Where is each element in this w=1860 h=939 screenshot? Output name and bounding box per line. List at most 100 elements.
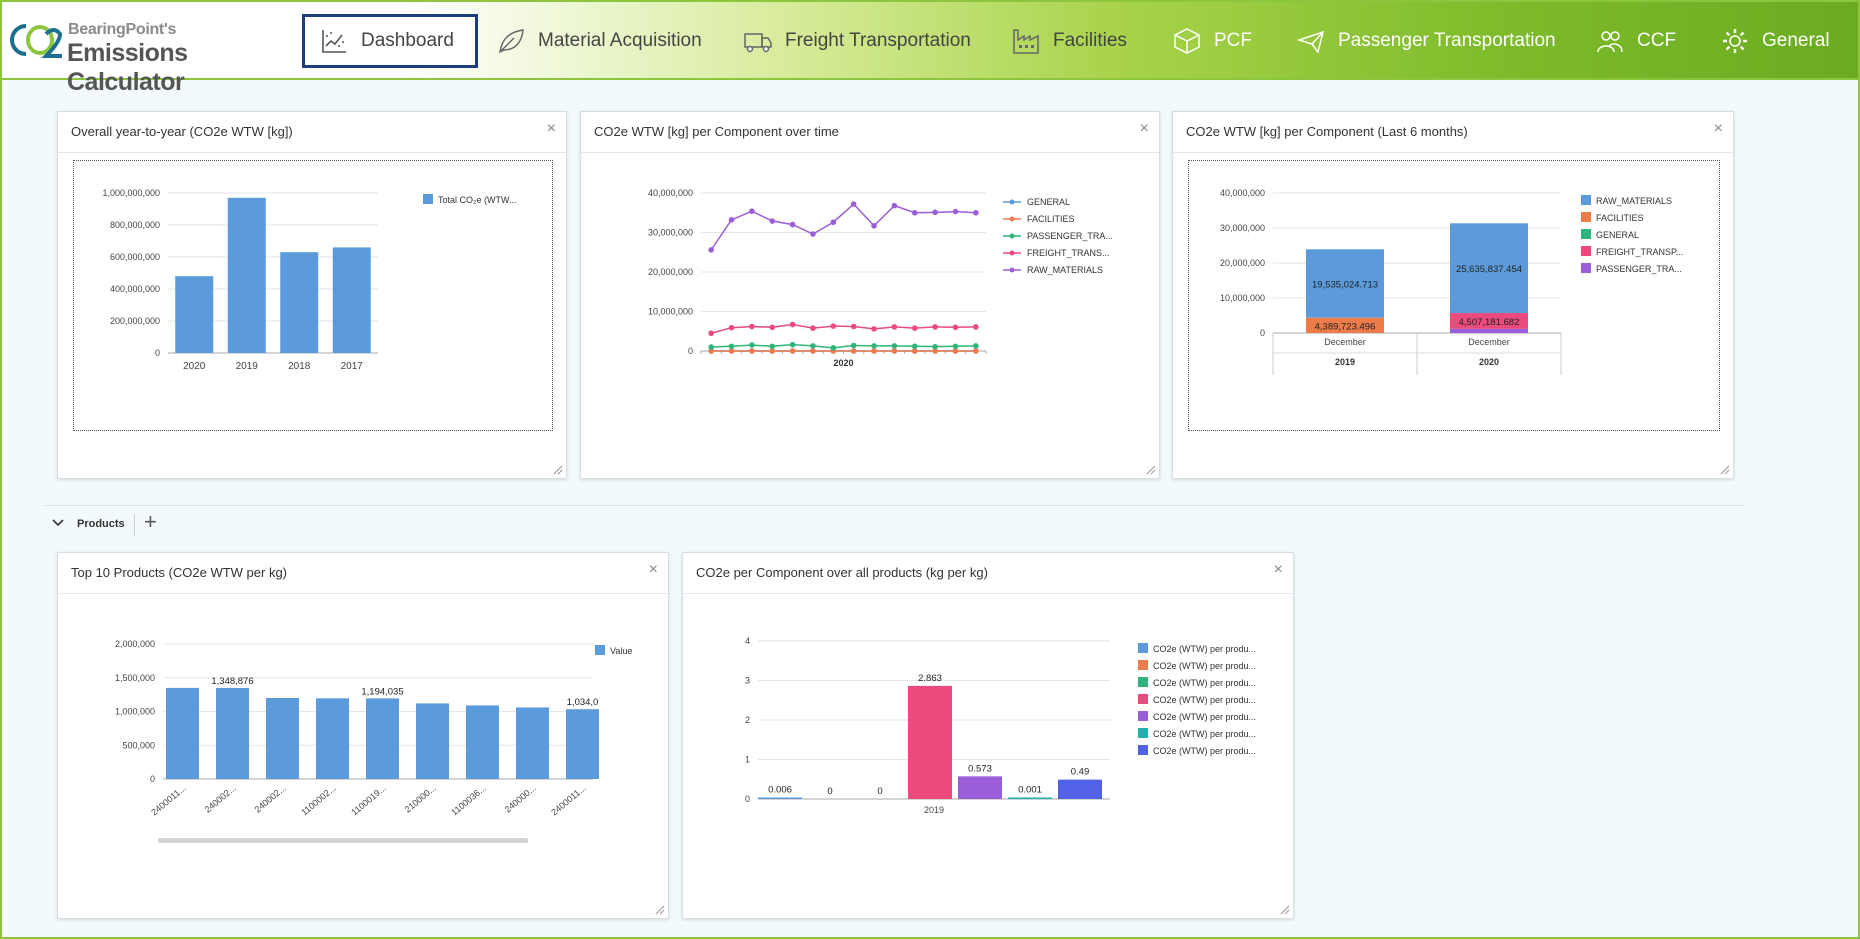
- y-tick-label: 40,000,000: [648, 188, 693, 198]
- data-point: [708, 348, 714, 354]
- nav-tab-ccf[interactable]: CCF: [1595, 14, 1676, 68]
- resize-handle-icon[interactable]: [1278, 903, 1290, 915]
- divider: [134, 514, 135, 536]
- data-point: [708, 344, 714, 350]
- chevron-down-icon[interactable]: [51, 516, 65, 530]
- legend-marker: [1009, 267, 1015, 273]
- card-title: Overall year-to-year (CO2e WTW [kg]): [71, 124, 293, 139]
- data-point: [769, 218, 776, 224]
- close-icon[interactable]: ×: [1713, 120, 1723, 137]
- legend-label: GENERAL: [1027, 197, 1070, 207]
- nav-tab-freight-transportation[interactable]: Freight Transportation: [743, 14, 971, 68]
- data-label: 0.001: [1018, 785, 1042, 796]
- nav-tab-dashboard[interactable]: Dashboard: [302, 14, 478, 68]
- data-point: [728, 217, 735, 223]
- legend-swatch: [1581, 195, 1591, 205]
- nav-tab-pcf[interactable]: PCF: [1172, 14, 1252, 68]
- y-tick-label: 2: [745, 715, 750, 725]
- card-title: CO2e WTW [kg] per Component (Last 6 mont…: [1186, 124, 1468, 139]
- data-point: [952, 324, 959, 331]
- data-point: [810, 348, 816, 354]
- bar: [908, 685, 952, 799]
- data-label: 1,194,035: [361, 686, 403, 697]
- bar: [227, 197, 266, 353]
- data-point: [830, 323, 837, 329]
- data-point: [891, 348, 898, 354]
- data-label: 1,034,0: [567, 697, 599, 708]
- legend-label: CO2e (WTW) per produ...: [1153, 712, 1256, 722]
- x-tick-label: 240000...: [503, 783, 538, 815]
- x-tick-label: 210000...: [403, 783, 438, 815]
- resize-handle-icon[interactable]: [1718, 463, 1730, 475]
- data-point: [769, 324, 776, 331]
- legend-label: FACILITIES: [1596, 213, 1644, 223]
- legend-label: PASSENGER_TRA...: [1596, 264, 1682, 274]
- close-icon[interactable]: ×: [546, 120, 556, 137]
- data-point: [973, 343, 979, 349]
- data-point: [749, 208, 755, 214]
- bar: [516, 707, 549, 779]
- card-top-10-products: Top 10 Products (CO2e WTW per kg) × 0 500…: [57, 552, 669, 919]
- divider: [581, 152, 1159, 153]
- data-point: [932, 348, 938, 354]
- y-tick-label: 0: [1260, 328, 1265, 338]
- close-icon[interactable]: ×: [1139, 120, 1149, 137]
- nav-tab-passenger-transportation[interactable]: Passenger Transportation: [1296, 14, 1556, 68]
- app-logo[interactable]: BearingPoint's Emissions Calculator: [2, 12, 282, 96]
- close-icon[interactable]: ×: [1273, 561, 1283, 578]
- y-tick-label: 10,000,000: [1220, 293, 1265, 303]
- data-point: [911, 209, 918, 216]
- resize-handle-icon[interactable]: [1144, 463, 1156, 475]
- data-point: [871, 222, 877, 229]
- legend-swatch: [1581, 246, 1591, 256]
- nav-tab-facilities[interactable]: Facilities: [1011, 14, 1127, 68]
- legend-swatch: [1138, 660, 1148, 670]
- divider: [58, 152, 566, 153]
- resize-handle-icon[interactable]: [551, 463, 563, 475]
- data-point: [789, 221, 796, 228]
- x-group-label: 2020: [1479, 357, 1499, 367]
- nav-tab-general[interactable]: General: [1720, 14, 1830, 68]
- legend-label: Value: [610, 646, 632, 656]
- y-tick-label: 1,500,000: [115, 673, 155, 683]
- y-tick-label: 600,000,000: [110, 252, 160, 262]
- data-point: [810, 231, 816, 237]
- data-point: [749, 348, 755, 354]
- y-tick-label: 20,000,000: [1220, 258, 1265, 268]
- bar: [416, 703, 449, 779]
- legend-swatch: [1138, 643, 1148, 653]
- y-tick-label: 500,000: [122, 740, 155, 750]
- legend-label: GENERAL: [1596, 230, 1639, 240]
- legend-label: CO2e (WTW) per produ...: [1153, 644, 1256, 654]
- nav-tab-material-acquisition[interactable]: Material Acquisition: [496, 14, 702, 68]
- card-title: CO2e per Component over all products (kg…: [696, 565, 988, 580]
- data-label: 1,348,876: [211, 676, 253, 687]
- legend-label: RAW_MATERIALS: [1027, 265, 1103, 275]
- card-component-last-6-months: CO2e WTW [kg] per Component (Last 6 mont…: [1172, 111, 1734, 479]
- data-point: [973, 348, 979, 354]
- close-icon[interactable]: ×: [648, 561, 658, 578]
- logo-title: Emissions Calculator: [67, 39, 188, 96]
- legend-swatch: [1581, 229, 1591, 239]
- legend-swatch: [1138, 745, 1148, 755]
- leaf-icon: [499, 29, 524, 54]
- data-point: [871, 348, 877, 354]
- bar: [1058, 779, 1102, 799]
- x-tick-label: 2019: [236, 361, 259, 372]
- data-point: [749, 323, 755, 330]
- add-widget-button[interactable]: +: [144, 509, 157, 534]
- legend-label: RAW_MATERIALS: [1596, 196, 1672, 206]
- y-tick-label: 3: [745, 676, 750, 686]
- nav-label: CCF: [1637, 30, 1677, 51]
- nav-label: General: [1762, 30, 1830, 51]
- y-tick-label: 0: [155, 348, 160, 358]
- legend-label: CO2e (WTW) per produ...: [1153, 661, 1256, 671]
- bar: [216, 687, 249, 779]
- legend-marker: [1009, 216, 1015, 222]
- legend-label: CO2e (WTW) per produ...: [1153, 678, 1256, 688]
- gear-icon: [1723, 29, 1747, 53]
- resize-handle-icon[interactable]: [653, 903, 665, 915]
- data-point: [891, 324, 898, 330]
- legend-swatch: [595, 645, 605, 655]
- bar: [566, 709, 599, 779]
